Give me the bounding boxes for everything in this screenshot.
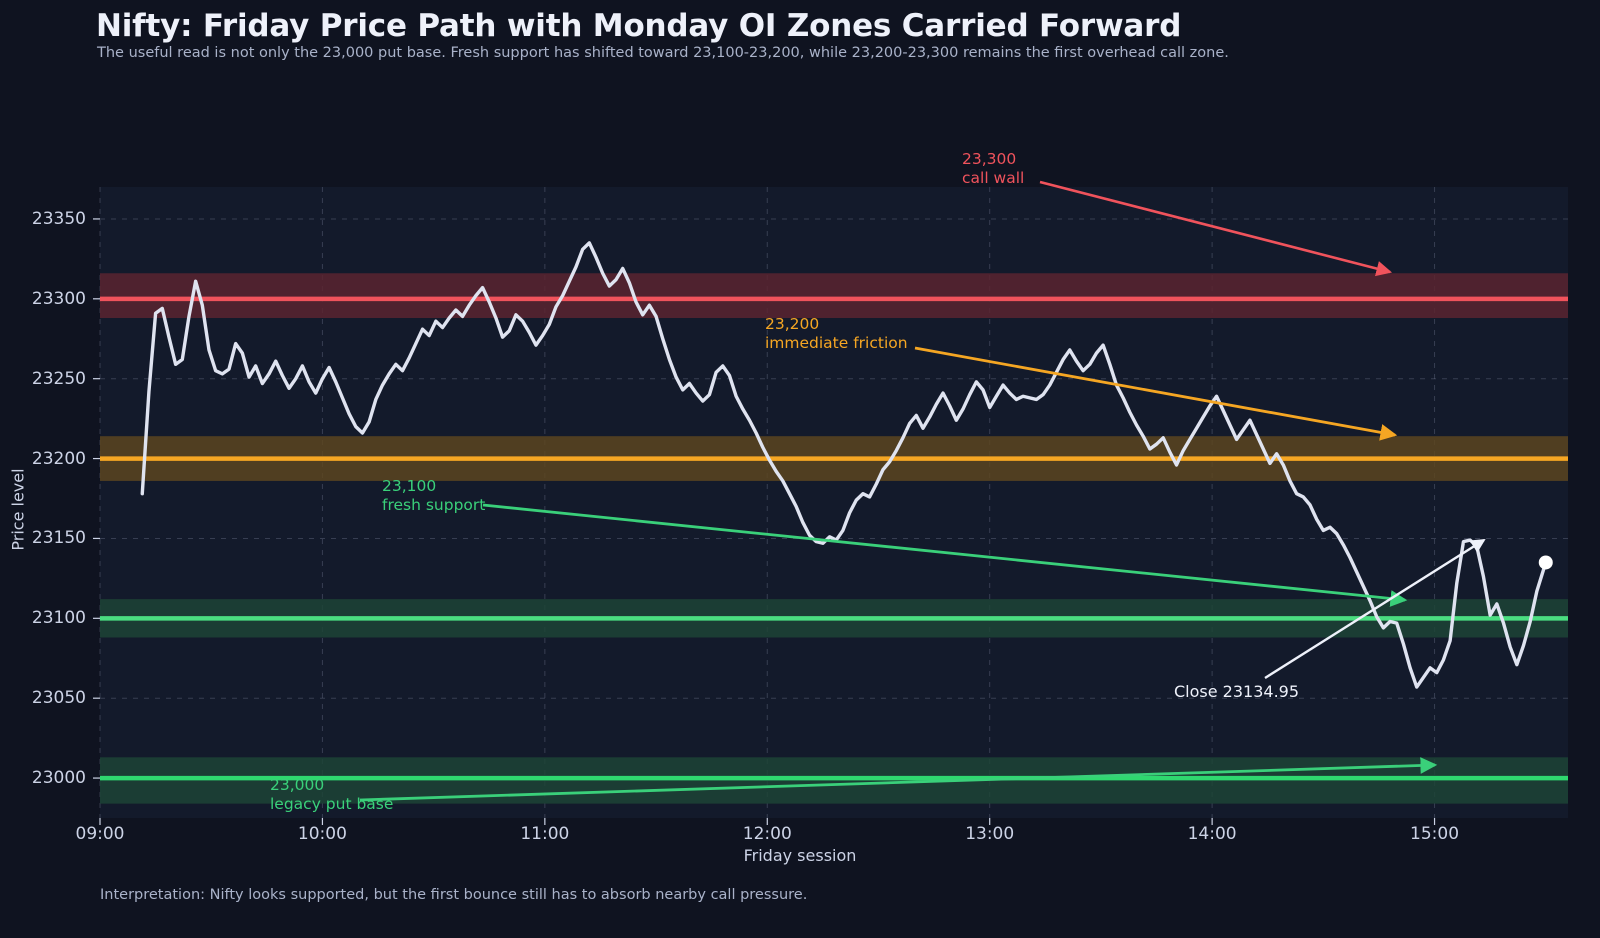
annotation-call-wall: 23,300 call wall bbox=[962, 150, 1025, 187]
price-line bbox=[140, 241, 1548, 689]
annotation-immediate-friction: 23,200 immediate friction bbox=[765, 315, 908, 352]
annotation-arrow bbox=[482, 503, 1408, 607]
annotation-arrow bbox=[914, 346, 1398, 441]
page-title: Nifty: Friday Price Path with Monday OI … bbox=[96, 8, 1182, 44]
annotation-arrow bbox=[359, 757, 1438, 802]
chart-subtitle: The useful read is not only the 23,000 p… bbox=[97, 45, 1229, 61]
x-tick-label: 13:00 bbox=[965, 824, 1015, 844]
x-axis-label: Friday session bbox=[743, 846, 857, 865]
y-tick-label: 23350 bbox=[31, 208, 86, 229]
y-tick-label: 23250 bbox=[31, 368, 86, 389]
close-marker-dot bbox=[1538, 555, 1553, 570]
x-tick-label: 10:00 bbox=[297, 824, 347, 844]
y-tick-label: 23000 bbox=[31, 768, 86, 789]
annotation-arrow bbox=[1264, 538, 1486, 680]
x-tick-label: 14:00 bbox=[1187, 824, 1237, 844]
y-tick-label: 23200 bbox=[31, 448, 86, 469]
x-tick-label: 09:00 bbox=[75, 824, 125, 844]
y-tick-label: 23050 bbox=[31, 688, 86, 709]
annotation-arrow bbox=[1039, 180, 1393, 277]
y-tick-label: 23300 bbox=[31, 288, 86, 309]
annotation-close-label: Close 23134.95 bbox=[1174, 682, 1300, 701]
interpretation-footnote: Interpretation: Nifty looks supported, b… bbox=[100, 887, 808, 903]
oi-zone-band bbox=[100, 757, 1568, 804]
x-tick-label: 15:00 bbox=[1410, 824, 1460, 844]
x-tick-label: 12:00 bbox=[742, 824, 792, 844]
y-tick-label: 23100 bbox=[31, 608, 86, 629]
annotation-legacy-put-base: 23,000 legacy put base bbox=[270, 776, 394, 813]
x-tick-label: 11:00 bbox=[520, 824, 570, 844]
y-tick-label: 23150 bbox=[31, 528, 86, 549]
annotation-fresh-support: 23,100 fresh support bbox=[382, 477, 486, 514]
oi-zone-band bbox=[100, 273, 1568, 318]
